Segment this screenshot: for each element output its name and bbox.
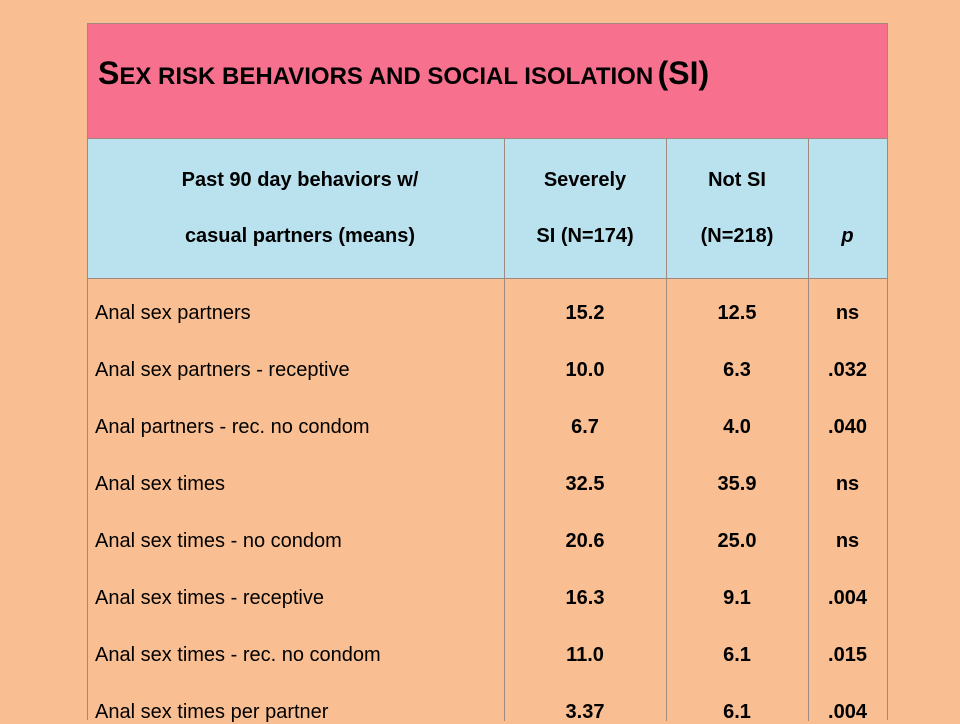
severe-si-value: 6.7 — [571, 416, 599, 438]
not-si-value: 9.1 — [723, 587, 751, 609]
title-row: SEX RISK BEHAVIORS AND SOCIAL ISOLATION … — [88, 24, 887, 139]
not-si-value: 12.5 — [717, 302, 757, 324]
severe-si-value: 20.6 — [565, 530, 605, 552]
severe-si-value: 3.37 — [565, 701, 605, 723]
header-col1-line1: Past 90 day behaviors w/ — [181, 169, 419, 191]
column-divider — [666, 139, 667, 721]
severe-si-value: 15.2 — [565, 302, 605, 324]
p-value: .004 — [828, 701, 867, 723]
not-si-value: 6.1 — [723, 701, 751, 723]
title-small-caps: EX RISK BEHAVIORS AND SOCIAL ISOLATION — [119, 63, 654, 90]
p-value: ns — [835, 302, 860, 324]
row-label: Anal sex times per partner — [95, 701, 329, 723]
title-initial-cap: S — [98, 55, 120, 91]
row-label: Anal sex times - receptive — [95, 587, 324, 609]
not-si-value: 35.9 — [717, 473, 757, 495]
header-row: Past 90 day behaviors w/ casual partners… — [88, 139, 887, 279]
row-label: Anal sex times — [95, 473, 226, 495]
header-col1-line2: casual partners (means) — [184, 225, 416, 247]
column-divider — [504, 139, 505, 721]
severe-si-value: 32.5 — [565, 473, 605, 495]
not-si-value: 25.0 — [717, 530, 757, 552]
not-si-value: 4.0 — [723, 416, 751, 438]
not-si-value: 6.3 — [723, 359, 751, 381]
row-label: Anal partners - rec. no condom — [95, 416, 370, 438]
header-col4-p: p — [841, 225, 854, 247]
p-value: ns — [835, 530, 860, 552]
column-divider — [808, 139, 809, 721]
slide-title: SEX RISK BEHAVIORS AND SOCIAL ISOLATION … — [98, 55, 709, 92]
p-value: ns — [835, 473, 860, 495]
row-label: Anal sex times - rec. no condom — [95, 644, 381, 666]
severe-si-value: 10.0 — [565, 359, 605, 381]
header-col3-line1: Not SI — [708, 169, 766, 191]
title-abbreviation: (SI) — [657, 55, 710, 91]
not-si-value: 6.1 — [723, 644, 751, 666]
row-label: Anal sex partners - receptive — [95, 359, 350, 381]
severe-si-value: 16.3 — [565, 587, 605, 609]
row-label: Anal sex times - no condom — [95, 530, 342, 552]
p-value: .032 — [828, 359, 867, 381]
severe-si-value: 11.0 — [566, 644, 604, 666]
table-body: Anal sex partners 15.2 12.5 ns Anal sex … — [88, 279, 887, 723]
results-table: SEX RISK BEHAVIORS AND SOCIAL ISOLATION … — [87, 23, 888, 723]
p-value: .015 — [828, 644, 867, 666]
header-col2-line2: SI (N=174) — [536, 225, 634, 247]
row-label: Anal sex partners — [95, 302, 251, 324]
header-col3-line2: (N=218) — [700, 225, 774, 247]
p-value: .004 — [828, 587, 867, 609]
header-col2-line1: Severely — [543, 169, 627, 191]
p-value: .040 — [828, 416, 867, 438]
